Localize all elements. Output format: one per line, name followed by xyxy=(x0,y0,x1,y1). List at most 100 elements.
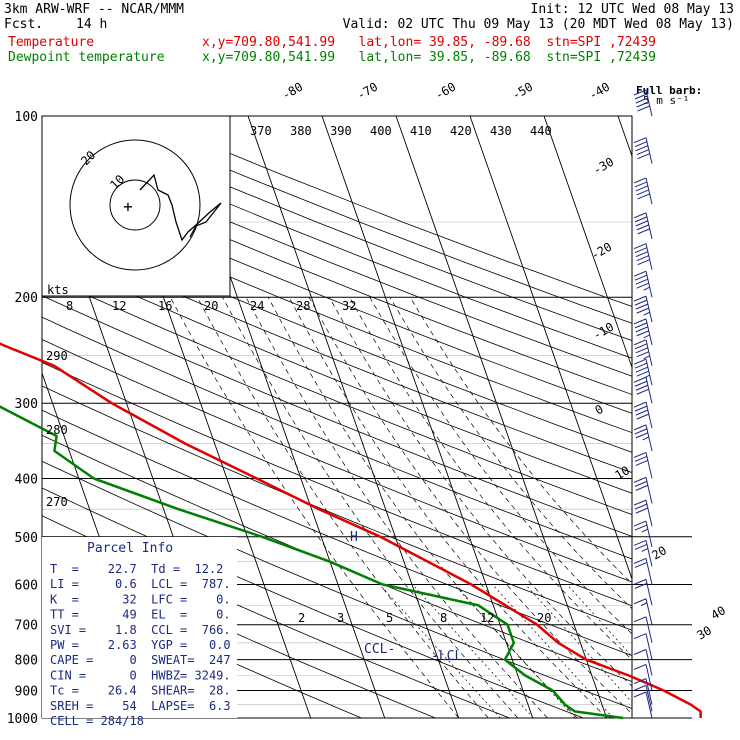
wind-barb-flag xyxy=(633,616,647,623)
wind-barb-flag xyxy=(635,185,648,192)
wind-barb-flag xyxy=(634,343,648,350)
dry-adiabat-line xyxy=(42,158,632,395)
parcel-info-row: CELL = 284/18 xyxy=(50,714,144,728)
parcel-info-row: CIN = 0 HWBZ= 3249. xyxy=(50,668,231,682)
mixing-ratio-label: 8 xyxy=(440,611,447,625)
wind-barb-flag xyxy=(633,499,647,506)
dewpoint-legend-info: x,y=709.80,541.99 lat,lon= 39.85, -89.68… xyxy=(202,50,656,65)
hodograph-trace xyxy=(139,173,222,242)
wind-barb-flag xyxy=(633,89,647,96)
dry-adiabat-line xyxy=(42,339,632,583)
wind-barb-flag xyxy=(634,380,648,387)
dry-adiabat-line xyxy=(42,214,632,453)
hodograph-ring-10 xyxy=(109,179,161,231)
forecast-label: Fcst. xyxy=(4,17,44,32)
wind-barb xyxy=(645,664,653,691)
isotherm-line xyxy=(247,116,460,718)
parcel-info-title: Parcel Info xyxy=(87,541,173,556)
wind-barb-flag xyxy=(635,251,648,258)
wind-barb-flag xyxy=(634,322,648,329)
hodograph-center-mark: + xyxy=(123,197,133,216)
parcel-info-row: SREH = 54 LAPSE= 6.3 xyxy=(50,699,231,713)
wind-barb-flag xyxy=(636,282,649,289)
plot-background xyxy=(42,116,632,718)
wind-barb-flag xyxy=(633,578,647,585)
wind-barb-flag xyxy=(634,362,648,369)
theta-label: 400 xyxy=(370,124,392,138)
dry-adiabat-line xyxy=(42,176,632,414)
theta-e-label: 20 xyxy=(204,299,218,313)
wind-barb xyxy=(645,685,653,712)
pressure-tick-label: 700 xyxy=(15,619,38,634)
mixing-ratio-line xyxy=(412,584,534,718)
wind-barb-flag xyxy=(637,193,650,200)
dry-adiabat-line xyxy=(42,385,632,631)
moist-adiabat-line xyxy=(308,297,632,715)
wind-barb-flag xyxy=(636,224,649,231)
parcel-info-row: TT = 49 EL = 0. xyxy=(50,608,231,622)
wind-barb-flag xyxy=(633,270,647,277)
valid-time: Valid: 02 UTC Thu 09 May 13 (20 MDT Wed … xyxy=(342,17,734,32)
wind-barb-flag xyxy=(637,153,650,160)
wind-barb-flag xyxy=(635,384,648,391)
wind-barb-flag xyxy=(634,428,648,435)
forecast-hours: 14 h xyxy=(76,17,108,32)
wind-barb-flag xyxy=(634,274,648,281)
wind-barb-flag xyxy=(635,97,648,104)
wind-barb-flag xyxy=(635,278,648,285)
wind-barb-flag xyxy=(634,543,648,550)
wind-barb xyxy=(645,499,653,527)
wind-barb-flag xyxy=(634,405,648,412)
theta-left-label: 270 xyxy=(46,495,68,509)
wind-barb-flag xyxy=(634,141,648,148)
isotherm-line xyxy=(395,116,608,718)
wind-barb-flag xyxy=(634,582,648,589)
mixing-ratio-label: 3 xyxy=(337,611,344,625)
wind-barb-flag xyxy=(637,228,650,235)
wind-barb-flag xyxy=(633,318,647,325)
wind-barb-flag xyxy=(635,484,648,491)
wind-barb-flag xyxy=(633,649,647,655)
wind-barb-flag xyxy=(635,326,648,333)
pressure-tick-label: 800 xyxy=(15,654,38,669)
model-title: 3km ARW-WRF -- NCAR/MMM xyxy=(4,2,185,17)
wind-barb-flag xyxy=(633,539,647,546)
mixing-ratio-line xyxy=(453,584,576,718)
wind-barb-flag xyxy=(633,212,647,219)
isotherm-label: -80 xyxy=(280,80,306,103)
wind-barb-flag xyxy=(635,409,648,416)
wind-barb-flag xyxy=(633,684,647,691)
wind-barb-flag xyxy=(634,524,648,531)
wind-barb-flag xyxy=(633,243,647,250)
wind-barb-half xyxy=(643,311,650,316)
isotherm-line xyxy=(617,116,632,158)
hodograph-unit-label: kts xyxy=(47,283,69,297)
wind-barb-half xyxy=(643,334,650,339)
wind-barb-flag xyxy=(633,358,647,365)
wind-barb-flag xyxy=(633,295,647,302)
dry-adiabat-line xyxy=(42,460,632,709)
wind-barb-half xyxy=(641,547,649,552)
wind-barb-flag xyxy=(633,691,647,698)
wind-barb-flag xyxy=(633,678,647,685)
wind-barb-flag xyxy=(636,189,649,196)
parcel-info-row: K = 32 LFC = 0. xyxy=(50,592,231,606)
temperature-legend-info: x,y=709.80,541.99 lat,lon= 39.85, -89.68… xyxy=(202,35,656,50)
wind-barb-half xyxy=(640,602,648,607)
wind-barb-flag xyxy=(634,93,648,100)
mixing-ratio-line xyxy=(566,584,632,657)
wind-barb xyxy=(645,649,653,676)
isotherm-label: -30 xyxy=(591,155,617,178)
wind-barb xyxy=(645,691,653,719)
moist-adiabat-line xyxy=(409,297,632,585)
pressure-tick-label: 900 xyxy=(15,684,38,699)
mixing-ratio-line xyxy=(379,584,501,718)
wind-barb-half xyxy=(643,355,650,360)
pressure-tick-label: 600 xyxy=(15,578,38,593)
wind-barb-flag xyxy=(633,557,647,564)
isotherm-label: -70 xyxy=(355,80,381,103)
pressure-tick-label: 500 xyxy=(15,531,38,546)
wind-barb-flag xyxy=(636,370,649,377)
theta-label: 390 xyxy=(330,124,352,138)
dewpoint-legend-label: Dewpoint temperature xyxy=(8,50,165,65)
